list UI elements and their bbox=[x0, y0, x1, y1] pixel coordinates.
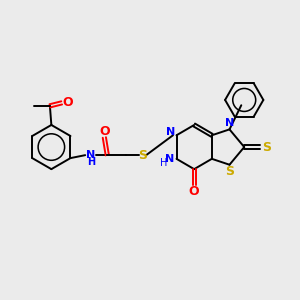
Text: H: H bbox=[87, 157, 95, 166]
Text: O: O bbox=[63, 96, 74, 110]
Text: O: O bbox=[189, 185, 200, 198]
Text: S: S bbox=[226, 165, 235, 178]
Text: N: N bbox=[86, 150, 96, 160]
Text: O: O bbox=[99, 124, 110, 137]
Text: N: N bbox=[164, 154, 174, 164]
Text: N: N bbox=[166, 127, 175, 137]
Text: H: H bbox=[160, 158, 167, 168]
Text: N: N bbox=[226, 118, 235, 128]
Text: S: S bbox=[138, 149, 147, 162]
Text: S: S bbox=[262, 141, 272, 154]
